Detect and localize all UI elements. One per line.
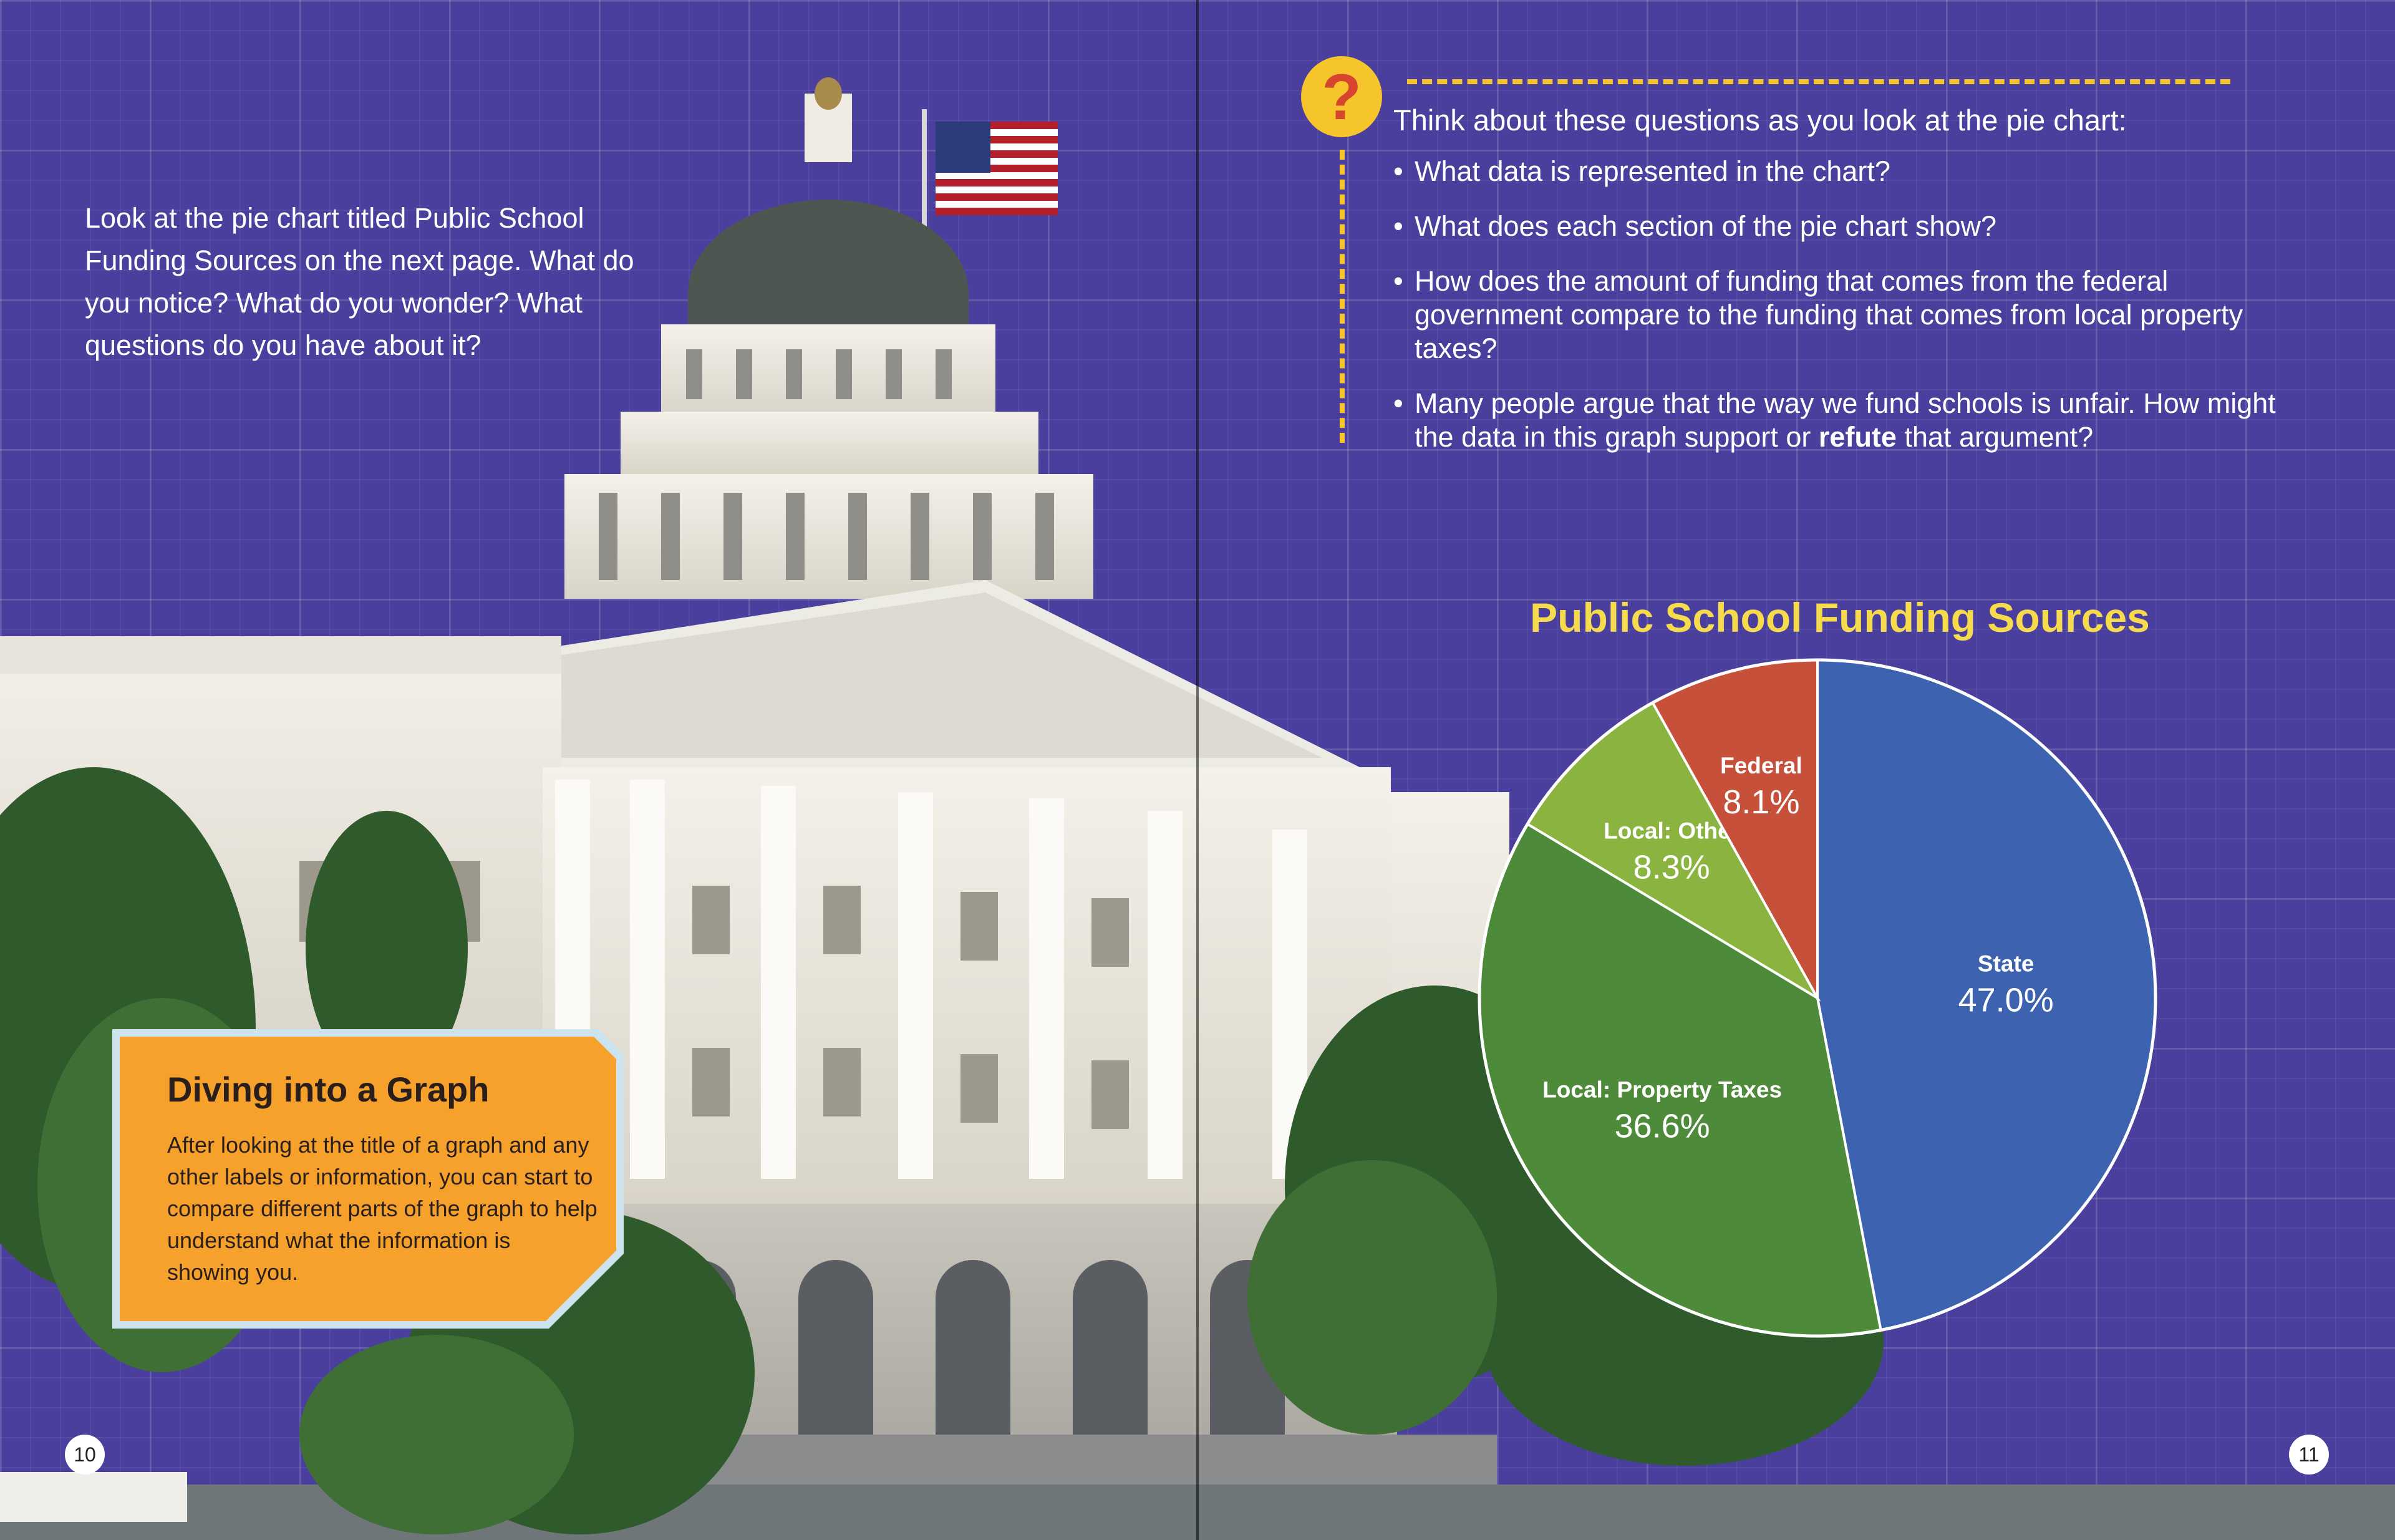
question-text: that argument? — [1896, 421, 2094, 453]
questions-list: What data is represented in the chart? W… — [1393, 155, 2285, 475]
page-number-right: 11 — [2289, 1435, 2329, 1475]
pie-outline — [1478, 658, 2157, 1338]
question-text: Many people argue that the way we fund s… — [1415, 387, 2276, 453]
slice-value-label: 8.3% — [1633, 849, 1710, 886]
question-item: What does each section of the pie chart … — [1393, 210, 2285, 243]
slice-label: Local: Other — [1604, 818, 1739, 844]
question-bold-word: refute — [1818, 421, 1897, 453]
callout-title: Diving into a Graph — [167, 1070, 490, 1109]
dashed-divider-horizontal — [1407, 79, 2230, 84]
dashed-divider-vertical — [1340, 150, 1345, 443]
page-number-left: 10 — [65, 1435, 105, 1475]
diving-into-graph-callout: Diving into a Graph After looking at the… — [112, 1029, 624, 1329]
slice-value-label: 8.1% — [1723, 783, 1799, 821]
chart-title: Public School Funding Sources — [1530, 594, 2150, 641]
slice-label: Local: Property Taxes — [1542, 1077, 1782, 1103]
slice-label: State — [1978, 951, 2034, 976]
us-flag — [936, 122, 1058, 215]
question-mark-icon: ? — [1301, 56, 1382, 137]
slice-label: Federal — [1720, 753, 1802, 778]
question-item: What data is represented in the chart? — [1393, 155, 2285, 188]
question-item: How does the amount of funding that come… — [1393, 264, 2285, 366]
callout-body: After looking at the title of a graph an… — [167, 1132, 598, 1285]
book-gutter — [1196, 0, 1199, 1540]
intro-paragraph: Look at the pie chart titled Public Scho… — [85, 202, 634, 361]
slice-value-label: 47.0% — [1958, 981, 2054, 1019]
question-item: Many people argue that the way we fund s… — [1393, 387, 2285, 454]
questions-intro: Think about these questions as you look … — [1393, 104, 2127, 137]
slice-value-label: 36.6% — [1615, 1108, 1710, 1145]
callout-frame — [112, 1029, 624, 1329]
